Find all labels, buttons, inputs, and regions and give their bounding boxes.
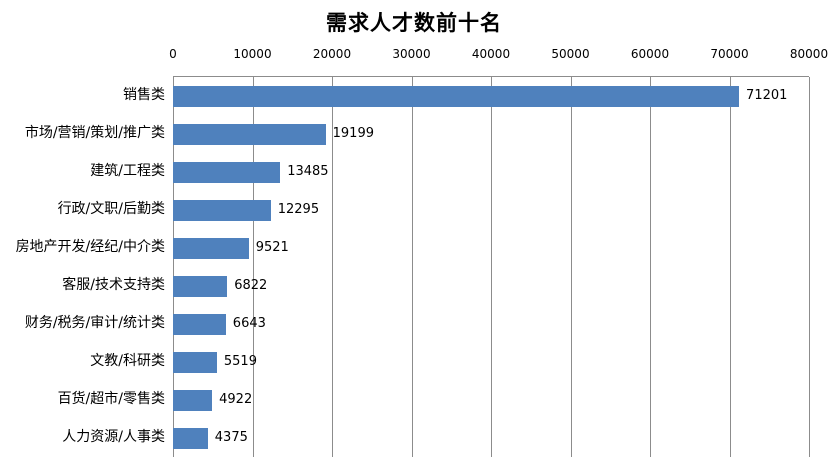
- x-tick-label: 0: [169, 47, 177, 61]
- value-label: 19199: [332, 126, 374, 141]
- bar-row: 6822: [173, 267, 809, 305]
- bar: [173, 428, 208, 449]
- bar-row: 9521: [173, 229, 809, 267]
- bar: [173, 86, 740, 107]
- value-label: 4922: [219, 392, 253, 407]
- bar: [173, 162, 281, 183]
- bar: [173, 124, 326, 145]
- x-tick-label: 50000: [551, 47, 590, 61]
- bar: [173, 390, 213, 411]
- value-label: 71201: [746, 88, 788, 103]
- chart-title: 需求人才数前十名: [326, 11, 502, 35]
- gridline: [650, 77, 651, 457]
- value-label: 5519: [223, 354, 257, 369]
- x-tick-label: 40000: [471, 47, 511, 61]
- category-label: 百货/超市/零售类: [57, 391, 165, 407]
- bar: [173, 314, 226, 335]
- category-label: 客服/技术支持类: [62, 277, 165, 293]
- bar-row: 4922: [173, 381, 809, 419]
- bar-row: 5519: [173, 343, 809, 381]
- category-label: 市场/营销/策划/推广类: [24, 125, 165, 141]
- x-tick-label: 80000: [789, 47, 828, 61]
- x-axis-ticks: 0 10000 20000 30000 40000 50000 60000 70000 8000…: [169, 47, 828, 63]
- gridline: [729, 77, 731, 457]
- gridline: [570, 77, 572, 457]
- bar: [173, 238, 249, 259]
- value-label: 13485: [287, 164, 329, 179]
- x-tick-label: 70000: [710, 47, 749, 61]
- bar-row: 19199: [173, 115, 809, 153]
- gridline: [173, 77, 174, 457]
- value-label: 6643: [232, 316, 266, 331]
- bar-row: 6643: [173, 305, 809, 343]
- bar: [173, 200, 271, 221]
- gridline: [332, 77, 333, 457]
- value-label: 6822: [234, 278, 268, 293]
- gridline: [491, 77, 492, 457]
- bar-row: 71201: [173, 77, 809, 115]
- bar-row: 13485: [173, 153, 809, 191]
- category-label: 建筑/工程类: [90, 163, 165, 179]
- bar-row: 4375: [173, 419, 809, 457]
- x-tick-label: 20000: [312, 47, 352, 61]
- y-axis-category-labels: 销售类市场/营销/策划/推广类建筑/工程类行政/文职/后勤类房地产开发/经纪/中…: [0, 76, 165, 456]
- category-label: 行政/文职/后勤类: [57, 201, 165, 217]
- plot-area: 71201 19199 13485 12295 9521 6822 6643 5519 4922…: [173, 76, 810, 457]
- bar: [173, 352, 217, 373]
- x-tick-label: 30000: [392, 47, 431, 61]
- x-tick-label: 10000: [233, 47, 272, 61]
- category-label: 房地产开发/经纪/中介类: [15, 239, 165, 255]
- x-tick-label: 60000: [630, 47, 670, 61]
- gridline: [809, 77, 810, 457]
- gridline: [252, 77, 254, 457]
- category-label: 文教/科研类: [90, 353, 165, 369]
- gridline: [411, 77, 413, 457]
- value-label: 4375: [214, 430, 248, 445]
- bar-row: 12295: [173, 191, 809, 229]
- category-label: 人力资源/人事类: [62, 429, 165, 445]
- category-label: 财务/税务/审计/统计类: [24, 315, 165, 331]
- bar: [173, 276, 228, 297]
- category-label: 销售类: [123, 87, 165, 103]
- value-label: 9521: [255, 240, 289, 255]
- value-label: 12295: [277, 202, 320, 217]
